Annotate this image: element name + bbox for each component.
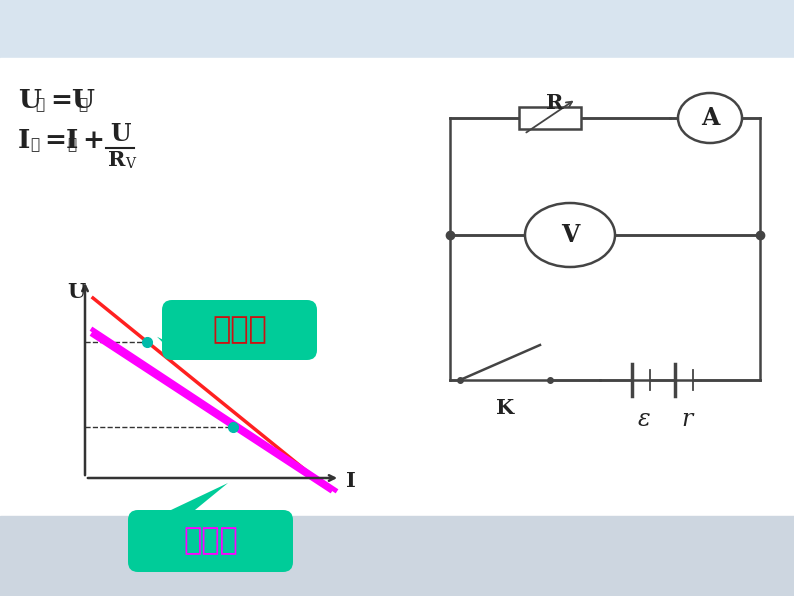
- Bar: [0, 516, 794, 596]
- Text: V: V: [561, 223, 579, 247]
- Text: 真: 真: [30, 137, 39, 152]
- Ellipse shape: [525, 203, 615, 267]
- Text: 测: 测: [67, 137, 76, 152]
- Text: U: U: [18, 88, 41, 113]
- Polygon shape: [171, 483, 228, 510]
- Text: U: U: [67, 282, 85, 302]
- Text: +: +: [82, 128, 104, 153]
- Polygon shape: [157, 337, 204, 360]
- Text: U: U: [110, 122, 130, 146]
- Text: A: A: [701, 106, 719, 130]
- Text: 真: 真: [35, 97, 44, 112]
- Text: K: K: [496, 398, 514, 418]
- Text: 测: 测: [78, 97, 87, 112]
- Text: r: r: [681, 408, 692, 431]
- Text: ε: ε: [638, 408, 650, 431]
- Text: 真实値: 真实値: [212, 315, 267, 344]
- Text: I: I: [18, 128, 30, 153]
- Text: R: R: [108, 150, 125, 170]
- Text: =I: =I: [44, 128, 79, 153]
- Text: 测量値: 测量値: [183, 526, 238, 555]
- Text: V: V: [125, 157, 135, 171]
- Text: =U: =U: [50, 88, 95, 113]
- Ellipse shape: [678, 93, 742, 143]
- Text: I: I: [346, 471, 356, 491]
- Text: R: R: [546, 93, 564, 113]
- Bar: [0, 0, 794, 58]
- Bar: [0, 58, 794, 516]
- Bar: [519, 107, 581, 129]
- FancyBboxPatch shape: [128, 510, 293, 572]
- FancyBboxPatch shape: [162, 300, 317, 360]
